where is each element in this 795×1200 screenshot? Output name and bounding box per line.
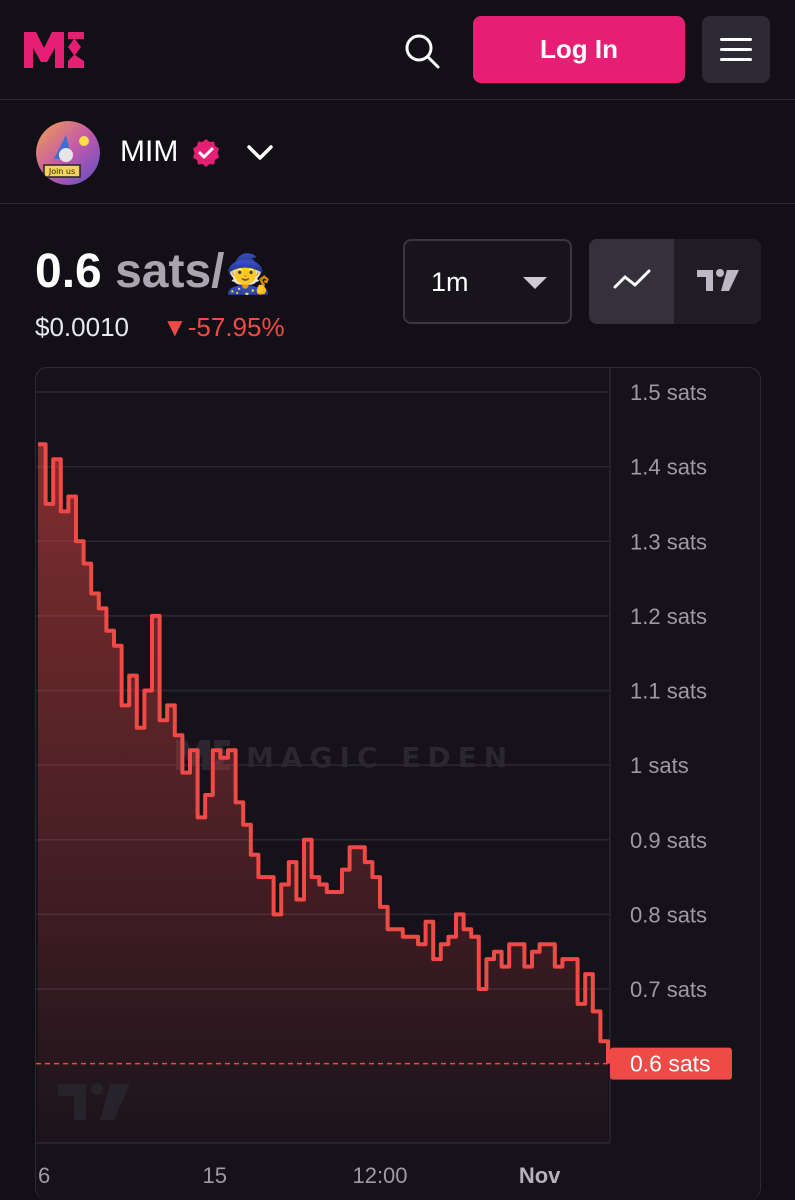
y-tick-label: 1.5 sats [630, 380, 707, 405]
price-series-line [38, 442, 610, 1064]
price-chart-svg[interactable]: MAGIC EDEN 1.5 sats 1.4 sats 1.3 sats 1.2 s… [36, 368, 761, 1200]
search-icon[interactable] [400, 30, 444, 74]
y-tick-label: 0.9 sats [630, 828, 707, 853]
interval-dropdown[interactable]: 1m [403, 239, 572, 324]
down-triangle-icon: ▼ [162, 312, 188, 342]
top-navigation-bar: Log In [0, 0, 795, 100]
y-tick-label: 1.3 sats [630, 529, 707, 554]
collection-avatar[interactable]: Join us [36, 121, 100, 185]
price-change-value: -57.95% [187, 312, 285, 342]
price-unit: sats/ [115, 245, 225, 298]
y-tick-label: 1.2 sats [630, 604, 707, 629]
price-value: 0.6 [35, 245, 102, 298]
chart-type-toggle [589, 239, 761, 324]
current-price-tag: 0.6 sats [610, 1047, 732, 1080]
price-chart[interactable]: MAGIC EDEN 1.5 sats 1.4 sats 1.3 sats 1.2 s… [35, 367, 761, 1200]
svg-text:Join us: Join us [48, 167, 75, 176]
chevron-down-icon[interactable] [244, 139, 276, 167]
tradingview-chart-button[interactable] [675, 239, 761, 324]
price-change: ▼-57.95% [162, 312, 285, 343]
menu-icon-line [720, 58, 752, 61]
y-tick-label: 1.1 sats [630, 679, 707, 704]
caret-down-icon [523, 277, 547, 289]
price-area-fill [38, 444, 608, 1143]
magic-eden-logo-icon[interactable] [22, 28, 86, 70]
x-tick-label: Nov [519, 1163, 561, 1188]
watermark-text: MAGIC EDEN [246, 741, 514, 774]
verified-badge-icon [193, 139, 219, 167]
tradingview-watermark-icon [58, 1083, 130, 1120]
collection-name[interactable]: MIM [120, 135, 179, 168]
collection-header: Join us MIM [0, 101, 795, 204]
y-tick-label: 1 sats [630, 753, 689, 778]
y-tick-label: 1.4 sats [630, 455, 707, 480]
y-tick-label: 0.8 sats [630, 902, 707, 927]
price-usd: $0.0010 [35, 312, 129, 342]
login-button[interactable]: Log In [473, 16, 685, 83]
interval-value: 1m [431, 267, 469, 297]
hamburger-menu-icon [720, 38, 752, 41]
current-price-tag-text: 0.6 sats [630, 1051, 711, 1077]
tradingview-icon [697, 269, 739, 291]
current-price: 0.6 sats/🧙 [35, 244, 272, 299]
x-tick-label: 15 [202, 1163, 226, 1188]
x-tick-label: 6 [38, 1163, 50, 1188]
menu-icon-line [720, 48, 752, 51]
line-chart-icon [613, 269, 651, 289]
x-tick-label: 12:00 [352, 1163, 407, 1188]
line-chart-button[interactable] [589, 239, 674, 324]
rune-emoji: 🧙 [224, 254, 272, 296]
hamburger-menu-button[interactable] [702, 16, 770, 83]
current-price-tag-bg [610, 1047, 732, 1080]
y-tick-label: 0.7 sats [630, 977, 707, 1002]
